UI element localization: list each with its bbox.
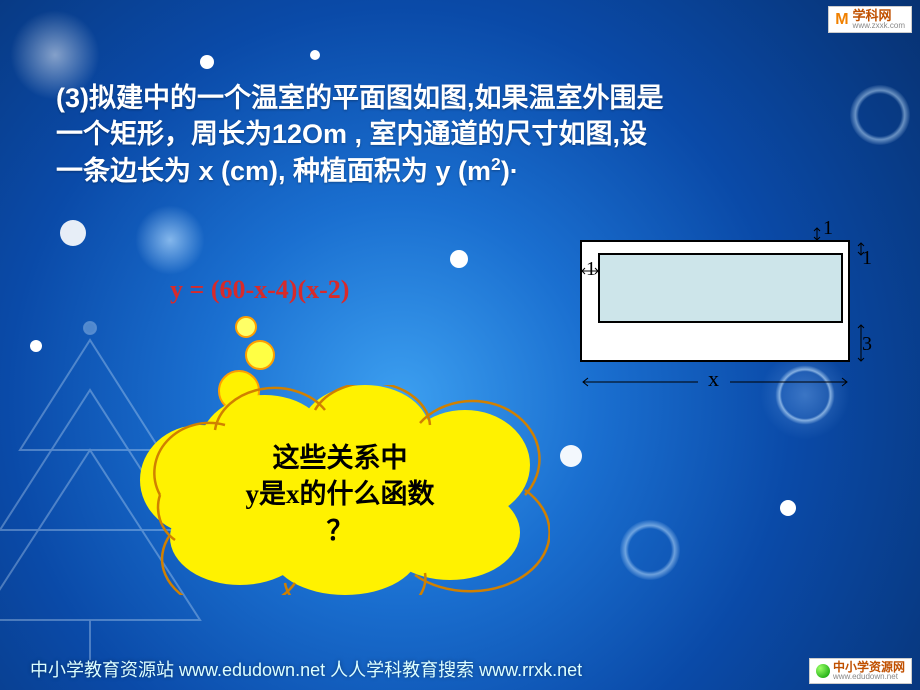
inner-rectangle <box>598 253 843 323</box>
greenhouse-diagram: 1 1 1 3 x <box>580 225 878 395</box>
bokeh-circle <box>310 50 320 60</box>
cloud-line1: 这些关系中 <box>273 443 408 473</box>
dim-top: 1 <box>823 217 833 240</box>
bokeh-circle <box>200 55 214 69</box>
logo-bottom-right: 中小学资源网 www.edudown.net <box>809 658 912 684</box>
thought-dot-1 <box>235 316 257 338</box>
cloud-line3: ？ <box>327 516 354 546</box>
cloud-mid: 是 <box>259 479 286 509</box>
problem-sup: 2 <box>491 154 501 174</box>
bokeh-circle <box>780 500 796 516</box>
problem-line3-post: )· <box>501 156 519 186</box>
globe-icon <box>816 664 830 678</box>
logo-sub: www.edudown.net <box>833 673 905 681</box>
problem-text: (3)拟建中的一个温室的平面图如图,如果温室外围是 一个矩形，周长为12Om ,… <box>56 80 880 189</box>
bokeh-circle <box>60 220 86 246</box>
cloud-var-y: y <box>246 479 260 509</box>
bokeh-circle <box>560 445 582 467</box>
problem-line3-pre: 一条边长为 x (cm), 种植面积为 y (m <box>56 156 491 186</box>
logo-icon: M <box>835 11 848 29</box>
thought-cloud: 这些关系中 y是x的什么函数 ？ <box>130 385 550 595</box>
bokeh-circle <box>620 520 680 580</box>
bokeh-circle <box>450 250 468 268</box>
footer-text: 中小学教育资源站 www.edudown.net 人人学科教育搜索 www.rr… <box>30 656 582 682</box>
bokeh-circle <box>30 340 42 352</box>
bokeh-circle <box>135 205 205 275</box>
cloud-text: 这些关系中 y是x的什么函数 ？ <box>130 440 550 549</box>
cloud-var-x: x <box>286 479 300 509</box>
problem-line1: (3)拟建中的一个温室的平面图如图,如果温室外围是 <box>56 83 664 113</box>
formula-text: y = (60-x-4)(x-2) <box>170 275 349 305</box>
thought-dot-2 <box>245 340 275 370</box>
logo-top-right: M 学科网 www.zxxk.com <box>828 6 912 33</box>
cloud-post: 的什么函数 <box>300 479 435 509</box>
problem-line2: 一个矩形，周长为12Om , 室内通道的尺寸如图,设 <box>56 119 647 149</box>
logo-sub: www.zxxk.com <box>853 22 905 30</box>
